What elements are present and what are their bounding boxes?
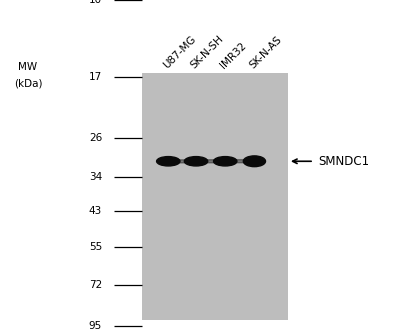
Text: 43: 43 xyxy=(89,206,102,216)
Text: SK-N-SH: SK-N-SH xyxy=(189,33,226,70)
Ellipse shape xyxy=(214,157,237,166)
Ellipse shape xyxy=(157,157,180,166)
Text: (kDa): (kDa) xyxy=(14,78,42,88)
Text: U87-MG: U87-MG xyxy=(161,34,198,70)
Text: IMR32: IMR32 xyxy=(218,40,248,70)
Text: MW: MW xyxy=(18,62,38,72)
Text: 26: 26 xyxy=(89,133,102,143)
Text: 10: 10 xyxy=(89,0,102,5)
Text: 34: 34 xyxy=(89,172,102,182)
Text: 17: 17 xyxy=(89,72,102,82)
Polygon shape xyxy=(159,160,264,163)
Text: 55: 55 xyxy=(89,241,102,251)
Text: SK-N-AS: SK-N-AS xyxy=(247,34,284,70)
Ellipse shape xyxy=(243,156,266,166)
Text: 72: 72 xyxy=(89,280,102,290)
Ellipse shape xyxy=(184,157,208,166)
Text: 95: 95 xyxy=(89,321,102,331)
Text: SMNDC1: SMNDC1 xyxy=(318,155,369,168)
